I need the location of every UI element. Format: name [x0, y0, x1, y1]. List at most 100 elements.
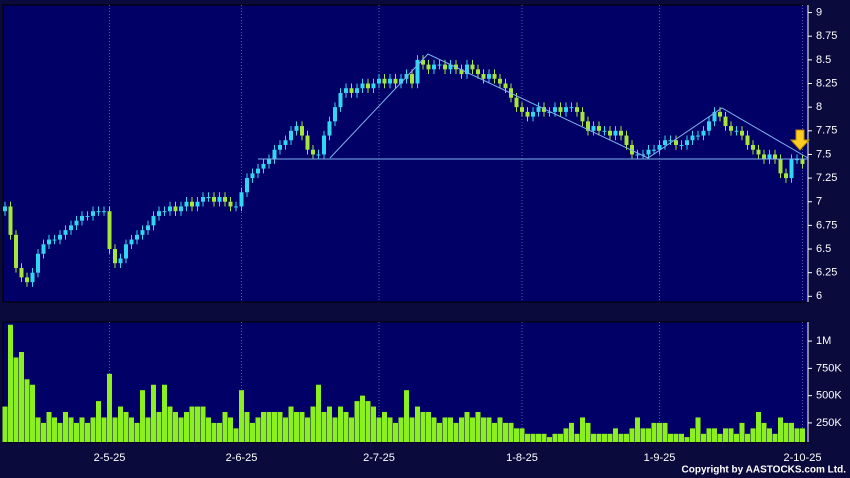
candle-body: [91, 211, 95, 216]
candle-body: [36, 253, 40, 273]
candle-body: [333, 107, 337, 122]
volume-bar: [52, 417, 57, 442]
candle-body: [399, 78, 403, 84]
y-tick-label: 9: [816, 6, 822, 18]
candle-body: [151, 215, 156, 226]
candle-body: [377, 78, 381, 84]
y-tick-label: 250K: [816, 417, 842, 429]
candle-body: [69, 225, 73, 231]
volume-bar: [376, 417, 382, 442]
candle-body: [415, 59, 420, 84]
candle-body: [371, 83, 376, 89]
candle-body: [624, 135, 629, 145]
volume-bar: [354, 401, 360, 442]
candle-body: [294, 126, 299, 131]
candle-body: [597, 126, 601, 131]
volume-bar: [316, 384, 321, 442]
candle-body: [575, 107, 579, 112]
volume-bar: [288, 406, 294, 442]
y-tick-label: 7.75: [816, 125, 837, 137]
candle-body: [305, 135, 310, 150]
volume-bar: [514, 428, 519, 442]
candle-body: [234, 206, 238, 208]
candle-body: [410, 74, 414, 84]
candle-body: [740, 130, 744, 136]
candle-body: [382, 78, 387, 84]
candle-body: [663, 140, 667, 145]
volume-bar: [613, 428, 618, 442]
candle-body: [3, 206, 7, 212]
volume-bar: [453, 422, 459, 442]
volume-bar: [750, 428, 756, 442]
volume-bar: [536, 433, 541, 442]
volume-bar: [35, 417, 41, 442]
x-tick-label: 2-10-25: [784, 452, 822, 464]
volume-bar: [343, 412, 349, 442]
candle-body: [195, 201, 200, 207]
candle-body: [212, 197, 216, 202]
volume-bar: [145, 417, 151, 442]
volume-bar: [497, 417, 503, 442]
volume-bar: [541, 433, 547, 442]
volume-bar: [310, 406, 316, 442]
volume-bar: [723, 428, 728, 442]
trend-zigzag: [329, 53, 809, 159]
candle-body: [668, 140, 673, 142]
candle-body: [179, 206, 183, 212]
volume-bar: [2, 406, 8, 442]
volume-bar: [530, 433, 536, 442]
y-tick-label: 8.25: [816, 77, 837, 89]
volume-bar: [327, 406, 332, 442]
candle-body: [756, 149, 761, 155]
candle-body: [729, 126, 733, 131]
x-tick-label: 2-5-25: [94, 452, 126, 464]
candle-body: [586, 121, 590, 131]
y-tick-label: 6.5: [816, 243, 831, 255]
volume-bar: [387, 417, 393, 442]
volume-bar: [151, 384, 156, 442]
volume-bar: [486, 417, 492, 442]
volume-bar: [420, 412, 426, 442]
volume-bar: [470, 417, 475, 442]
candle-body: [558, 107, 563, 112]
volume-bar: [13, 357, 19, 442]
volume-bar: [134, 422, 140, 442]
volume-bar: [404, 390, 409, 442]
volume-bar: [646, 428, 651, 442]
volume-bar: [382, 412, 387, 442]
candle-body: [443, 64, 447, 70]
volume-bar: [250, 422, 255, 442]
volume-bar: [789, 422, 794, 442]
marks: [2, 55, 805, 442]
volume-bar: [635, 417, 640, 442]
volume-bar: [778, 417, 783, 442]
volume-bar: [299, 412, 305, 442]
volume-bar: [189, 406, 195, 442]
volume-bar: [547, 437, 552, 442]
x-tick-label: 2-7-25: [363, 452, 395, 464]
volume-bar: [739, 422, 745, 442]
volume-bar: [558, 433, 563, 442]
volume-bar: [41, 422, 46, 442]
candle-body: [25, 277, 29, 283]
volume-bar: [228, 417, 233, 442]
volume-bar: [255, 417, 261, 442]
copyright: Copyright by AASTOCKS.com Ltd.: [682, 465, 847, 476]
candle-body: [773, 154, 777, 160]
volume-bar: [459, 417, 464, 442]
volume-bar: [717, 433, 723, 442]
candle-body: [800, 159, 805, 164]
volume-bar: [239, 390, 244, 442]
y-tick-label: 7.5: [816, 148, 831, 160]
candle-body: [311, 149, 315, 155]
candle-body: [283, 140, 288, 145]
volume-bar: [74, 422, 79, 442]
volume-bar: [602, 433, 607, 442]
candle-body: [300, 126, 304, 136]
candle-body: [602, 130, 607, 132]
volume-bar: [162, 384, 167, 442]
volume-bar: [19, 352, 24, 442]
candle-body: [564, 107, 568, 112]
candle-body: [228, 201, 233, 207]
